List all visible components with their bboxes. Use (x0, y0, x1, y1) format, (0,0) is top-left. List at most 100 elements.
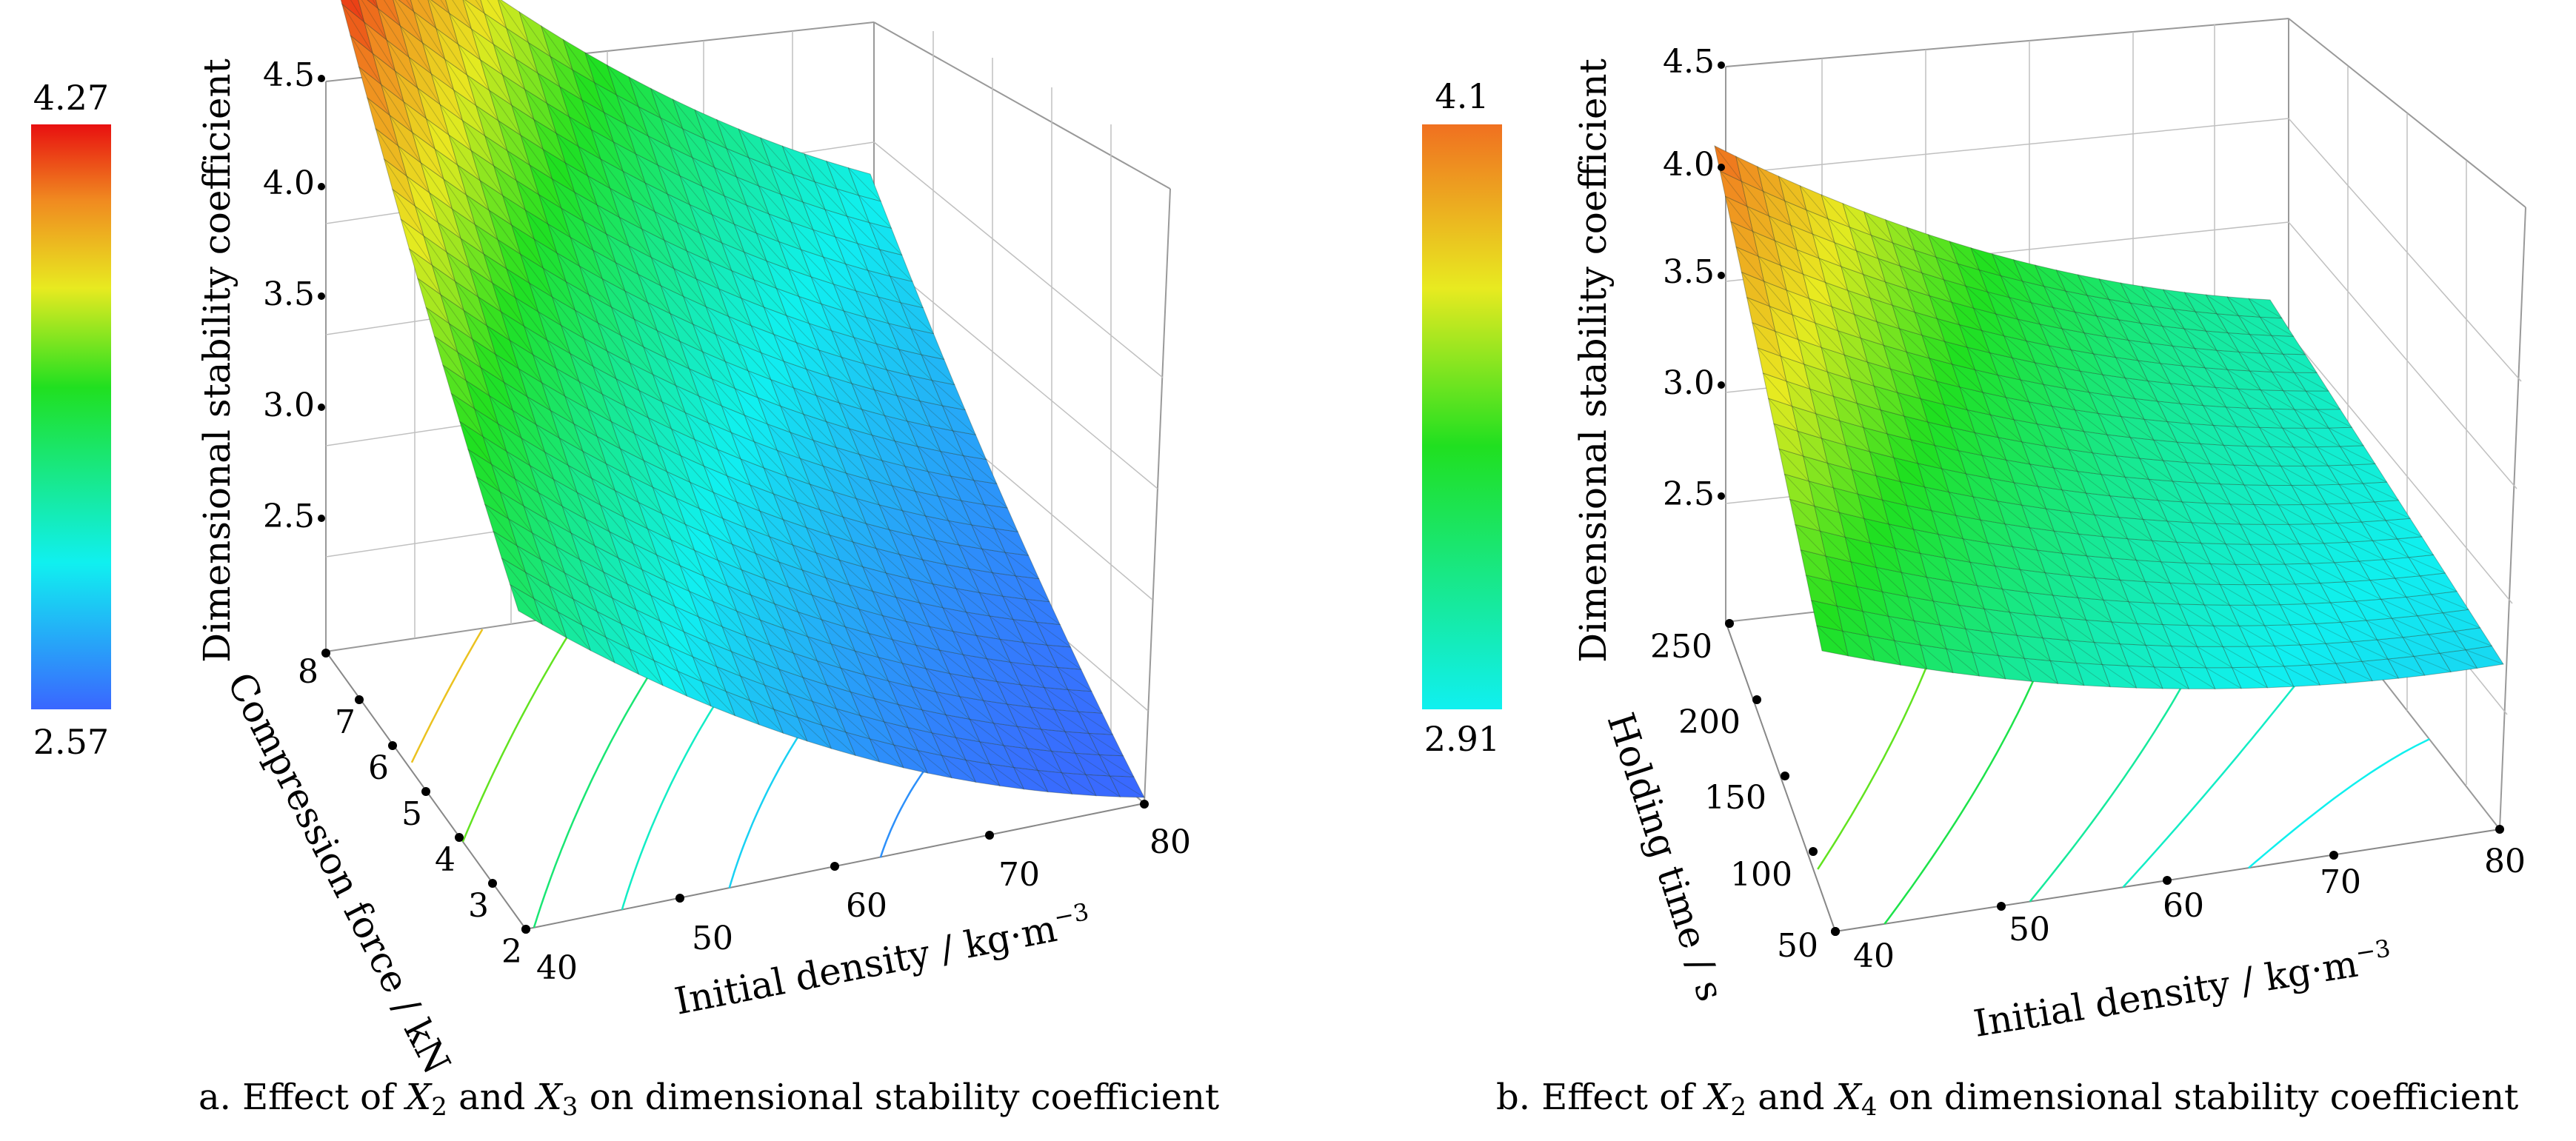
surface-mesh-line (2075, 409, 2108, 435)
x-tick: 40 (536, 949, 578, 987)
surface-mesh-line (1963, 538, 1996, 566)
surface-mesh-line (909, 375, 943, 406)
surface-cell (900, 302, 935, 335)
surface-mesh-line (721, 242, 755, 281)
surface-mesh-line (2083, 431, 2117, 456)
surface-mesh-line (750, 484, 784, 520)
surface-mesh-line (1951, 427, 1983, 456)
surface-mesh-line (1719, 170, 1748, 207)
surface-cell (847, 167, 882, 202)
surface-mesh-line (939, 649, 974, 678)
surface-mesh-line (588, 585, 622, 624)
surface-mesh-line (750, 700, 784, 734)
x-tick: 80 (1149, 823, 1191, 861)
surface-mesh-line (1959, 387, 1991, 415)
z-tick-dot (1718, 61, 1725, 69)
surface-mesh-line (2103, 599, 2138, 624)
surface-mesh-line (1938, 534, 1971, 563)
surface-mesh-line (824, 209, 858, 244)
surface-mesh-line (588, 294, 621, 336)
y-tick: 8 (298, 653, 318, 691)
surface-mesh-line (665, 580, 699, 618)
surface-mesh-line (2162, 325, 2195, 349)
surface-mesh-line (2271, 335, 2306, 355)
surface-mesh-line (2021, 504, 2055, 532)
surface-mesh-line (746, 204, 779, 242)
surface-mesh-line (2076, 662, 2111, 688)
surface-mesh-line (767, 424, 801, 459)
surface-mesh-line (1966, 409, 1999, 438)
surface-mesh-line (2238, 388, 2272, 409)
surface-mesh-line (835, 602, 870, 634)
surface-mesh-line (1875, 566, 1909, 598)
surface-mesh-line (2350, 503, 2386, 521)
surface-mesh-line (2149, 478, 2183, 503)
surface-mesh-line (529, 282, 562, 326)
surface-mesh-line (1013, 766, 1049, 792)
surface-mesh-line (886, 369, 921, 401)
surface-mesh-line (915, 644, 950, 674)
surface-mesh-line (2180, 403, 2214, 426)
surface-mesh-line (685, 523, 718, 561)
surface-mesh-line (518, 368, 551, 411)
surface-mesh-line (864, 675, 899, 705)
surface-mesh-line (2001, 275, 2032, 304)
x-tick: 40 (1853, 937, 1895, 975)
surface-mesh-line (491, 464, 524, 506)
surface-mesh-line (1036, 621, 1071, 648)
surface-mesh-line (778, 241, 812, 278)
surface-mesh-line (607, 64, 639, 107)
surface-mesh-line (1783, 473, 1815, 506)
surface-mesh-line (2052, 595, 2086, 620)
surface-mesh-line (797, 717, 832, 749)
surface-mesh-line (835, 447, 870, 481)
surface-mesh-line (1057, 666, 1092, 692)
surface-mesh-line (1978, 270, 2010, 298)
panel-a-caption: a. Effect of X2 and X3 on dimensional st… (198, 1077, 1219, 1122)
surface-mesh-line (910, 328, 944, 360)
surface-mesh-line (1998, 375, 2029, 403)
surface-mesh-line (812, 700, 847, 733)
surface-mesh-line (736, 610, 770, 646)
surface-mesh-line (1808, 481, 1840, 513)
surface-mesh-line (627, 583, 661, 621)
colorbar-gradient (31, 124, 111, 709)
surface-mesh-line (606, 233, 639, 275)
surface-mesh-line (2323, 543, 2360, 562)
surface-mesh-line (2213, 424, 2247, 446)
surface-mesh-line (689, 368, 722, 406)
z-tick: 4.5 (1663, 43, 1715, 81)
surface-mesh-line (829, 376, 863, 410)
surface-mesh-line (1882, 499, 1914, 530)
surface-mesh-line (796, 501, 830, 535)
surface-mesh-line (607, 350, 640, 391)
surface-mesh-line (1932, 600, 1966, 629)
surface-mesh-line (2145, 644, 2180, 668)
y-tick: 3 (468, 887, 489, 925)
surface-mesh-line (1897, 392, 1929, 423)
surface-mesh-line (621, 623, 655, 661)
surface-mesh-line (709, 261, 742, 299)
surface-mesh-line (567, 465, 601, 506)
surface-mesh-line (533, 238, 567, 282)
surface-mesh-line (2100, 474, 2135, 499)
surface-mesh-line (1980, 519, 2013, 547)
surface-mesh-line (2120, 643, 2155, 668)
surface-mesh-line (486, 325, 519, 369)
surface-mesh-line (922, 559, 957, 589)
surface-mesh-line (874, 389, 908, 422)
surface-mesh-line (1015, 575, 1050, 603)
surface-mesh-line (862, 566, 897, 598)
surface-mesh-line (2235, 563, 2271, 585)
surface-mesh-line (1815, 413, 1846, 446)
surface-mesh-line (979, 592, 1014, 620)
surface-mesh-line (2021, 441, 2055, 469)
surface-mesh-line (690, 481, 724, 519)
surface-mesh-line (2045, 445, 2078, 472)
surface-mesh-line (2042, 638, 2077, 663)
surface-mesh-line (1982, 455, 2015, 483)
surface-mesh-line (784, 628, 818, 661)
surface-mesh-line (832, 491, 867, 524)
surface-mesh-line (1827, 463, 1858, 495)
x-tick-dot (2329, 851, 2338, 860)
